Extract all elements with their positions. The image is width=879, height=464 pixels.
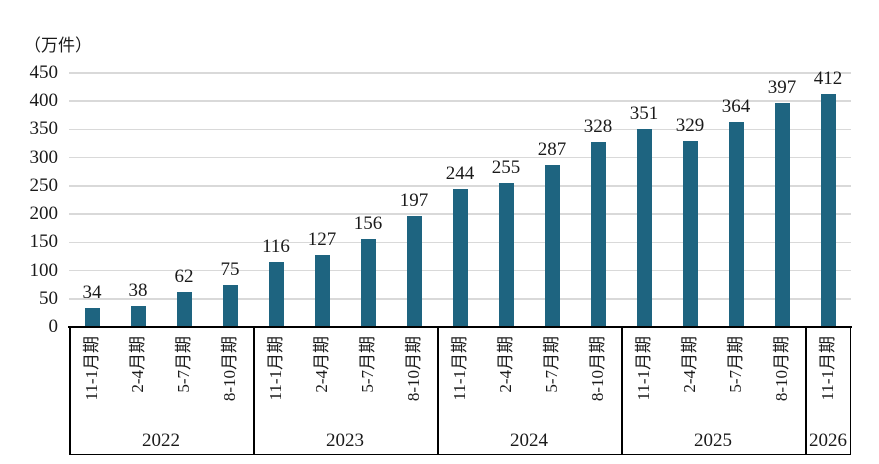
x-axis-category-label: 8-10月期: [772, 336, 791, 402]
y-axis-tick-label: 150: [29, 231, 59, 253]
bar: [268, 261, 284, 327]
y-axis-tick-label: 400: [29, 90, 59, 112]
bar: [130, 305, 146, 327]
bar: [314, 255, 330, 327]
year-box-bottom-border: [69, 453, 851, 455]
bar-value-label: 244: [445, 163, 475, 185]
year-box-divider: [253, 327, 255, 455]
bar-value-label: 412: [813, 68, 843, 90]
bar: [406, 215, 422, 327]
bar: [222, 284, 238, 327]
y-gridline: [69, 100, 851, 102]
y-axis-tick-label: 200: [29, 203, 59, 225]
bar-value-label: 197: [399, 189, 429, 211]
bar: [728, 121, 744, 327]
bar-value-label: 38: [128, 279, 148, 301]
bar-value-label: 156: [353, 212, 383, 234]
year-label: 2023: [326, 430, 364, 451]
x-axis-category-label: 11-1月期: [634, 336, 653, 401]
year-box-divider: [437, 327, 439, 455]
x-axis-category-label: 8-10月期: [404, 336, 423, 402]
x-axis-category-label: 11-1月期: [450, 336, 469, 401]
year-label: 2026: [809, 430, 847, 451]
year-box-divider: [805, 327, 807, 455]
y-gridline: [69, 72, 851, 74]
bar: [774, 102, 790, 327]
bar: [544, 165, 560, 327]
x-axis-category-label: 2-4月期: [680, 336, 699, 393]
bar-value-label: 328: [583, 115, 613, 137]
year-box-divider: [621, 327, 623, 455]
x-axis-category-label: 5-7月期: [174, 336, 193, 393]
x-axis-category-label: 11-1月期: [266, 336, 285, 401]
bar-value-label: 364: [721, 95, 751, 117]
x-axis-category-label: 8-10月期: [220, 336, 239, 402]
y-axis-tick-label: 100: [29, 259, 59, 281]
bar: [682, 141, 698, 327]
y-axis-unit-label: （万件）: [24, 36, 92, 55]
y-axis-tick-label: 0: [48, 316, 59, 337]
bar-value-label: 62: [174, 266, 194, 287]
year-box-divider: [69, 327, 71, 455]
x-axis-category-label: 2-4月期: [312, 336, 331, 393]
x-axis-category-label: 5-7月期: [726, 336, 745, 393]
y-axis-tick-label: 350: [29, 118, 59, 140]
bar: [452, 189, 468, 327]
y-axis-tick-label: 450: [29, 62, 59, 83]
y-axis-tick-label: 300: [29, 146, 59, 168]
y-gridline: [69, 185, 851, 187]
bar-value-label: 34: [82, 281, 102, 303]
bar: [498, 183, 514, 327]
x-axis-category-label: 2-4月期: [128, 336, 147, 393]
x-axis-category-label: 5-7月期: [542, 336, 561, 393]
bar-value-label: 397: [767, 76, 797, 98]
bar: [590, 141, 606, 327]
bar-value-label: 351: [629, 102, 659, 124]
bar-value-label: 75: [220, 258, 240, 280]
bar: [84, 307, 100, 327]
x-axis-line: [68, 326, 852, 328]
bar-value-label: 287: [537, 139, 567, 160]
y-axis-tick-label: 250: [29, 174, 59, 196]
bar-value-label: 116: [262, 235, 290, 257]
bar: [176, 292, 192, 327]
bar-value-label: 329: [675, 115, 705, 137]
x-axis-category-label: 11-1月期: [818, 336, 837, 401]
y-axis-tick-label: 50: [39, 287, 58, 309]
bar: [360, 238, 376, 327]
x-axis-category-label: 2-4月期: [496, 336, 515, 393]
year-label: 2024: [510, 430, 548, 451]
bar: [820, 94, 836, 327]
bar-value-label: 127: [307, 229, 337, 251]
year-label: 2025: [694, 430, 732, 451]
year-box-divider: [849, 327, 851, 455]
y-gridline: [69, 156, 851, 159]
year-label: 2022: [142, 430, 180, 451]
bar-value-label: 255: [491, 157, 521, 179]
bar: [636, 128, 652, 327]
x-axis-category-label: 8-10月期: [588, 336, 607, 402]
x-axis-category-label: 5-7月期: [358, 336, 377, 393]
y-gridline: [69, 128, 851, 131]
x-axis-category-label: 11-1月期: [82, 336, 101, 401]
